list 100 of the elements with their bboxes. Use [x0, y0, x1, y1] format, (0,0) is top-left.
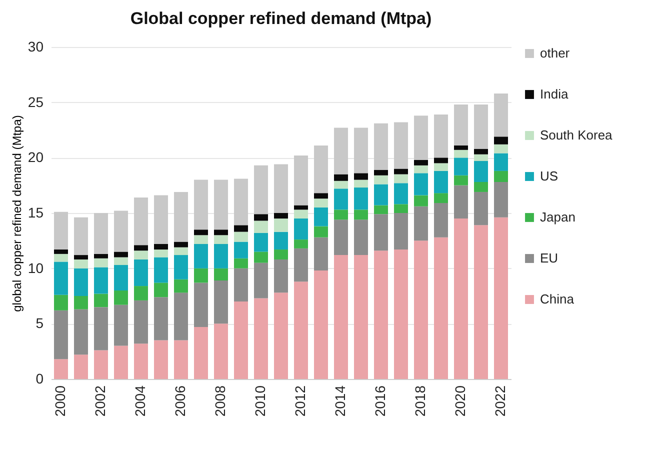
bar — [194, 235, 208, 244]
bar — [214, 280, 228, 324]
x-tick-label: 2022 — [492, 385, 508, 417]
bar — [334, 220, 348, 256]
bar — [214, 235, 228, 244]
bar — [54, 262, 68, 295]
bar — [314, 270, 328, 379]
bar — [394, 122, 408, 169]
y-tick-label: 30 — [28, 38, 44, 54]
bar — [434, 170, 448, 194]
bar — [74, 296, 88, 310]
bar — [434, 158, 448, 164]
bar — [494, 217, 508, 379]
bar — [294, 248, 308, 282]
bar — [214, 180, 228, 230]
bar — [114, 210, 128, 252]
bar — [274, 259, 288, 293]
y-tick-label: 10 — [28, 260, 44, 276]
bar — [454, 185, 468, 219]
bar — [274, 164, 288, 213]
bar — [174, 340, 188, 379]
bar — [494, 153, 508, 171]
bar — [94, 254, 108, 258]
bar — [274, 292, 288, 379]
bar — [94, 258, 108, 268]
bar — [394, 204, 408, 213]
bar — [374, 175, 388, 184]
bar — [134, 250, 148, 260]
bar — [334, 180, 348, 189]
bar — [294, 210, 308, 219]
bar — [134, 344, 148, 379]
bar — [294, 240, 308, 248]
bar — [234, 242, 248, 258]
bar — [354, 180, 368, 188]
bar — [414, 165, 428, 174]
bar — [394, 183, 408, 204]
bar — [154, 250, 168, 258]
bar — [134, 245, 148, 251]
bar — [94, 267, 108, 294]
bar — [114, 265, 128, 290]
bar — [194, 230, 208, 236]
bar — [434, 193, 448, 204]
x-tick-label: 2000 — [52, 385, 68, 417]
bar — [174, 292, 188, 340]
bar — [334, 255, 348, 379]
bar — [74, 259, 88, 268]
x-tick-label: 2008 — [212, 385, 228, 417]
y-axis-title: global copper refined demand (Mtpa) — [10, 115, 24, 312]
bar — [114, 252, 128, 258]
bar — [374, 250, 388, 379]
x-tick-label: 2006 — [172, 385, 188, 417]
bar — [474, 182, 488, 192]
y-tick-label: 0 — [36, 370, 44, 386]
legend-label: other — [540, 46, 570, 60]
bar — [114, 257, 128, 266]
bar — [134, 259, 148, 286]
bar — [154, 282, 168, 298]
bar — [154, 244, 168, 250]
bar — [474, 148, 488, 154]
bar — [74, 309, 88, 355]
bar — [134, 286, 148, 300]
legend-label: India — [540, 86, 569, 102]
bar — [54, 359, 68, 379]
bar — [434, 237, 448, 379]
bar — [94, 350, 108, 379]
bar — [474, 104, 488, 149]
bar — [74, 217, 88, 256]
bar — [134, 198, 148, 246]
bar — [414, 116, 428, 160]
bar — [314, 237, 328, 271]
bar — [154, 297, 168, 340]
legend-label: China — [540, 292, 575, 306]
bar — [494, 170, 508, 182]
bar — [354, 128, 368, 174]
bar — [394, 250, 408, 379]
y-tick-label: 15 — [28, 204, 44, 220]
bar — [494, 144, 508, 154]
bar — [174, 242, 188, 248]
bar — [254, 214, 268, 221]
bar — [494, 93, 508, 137]
bar — [54, 310, 68, 360]
y-tick-label: 20 — [28, 149, 44, 166]
bar — [314, 198, 328, 208]
bar — [214, 324, 228, 379]
bar — [134, 300, 148, 344]
x-tick-label: 2014 — [332, 385, 348, 417]
bar — [414, 195, 428, 206]
bar — [294, 282, 308, 379]
bar — [234, 225, 248, 232]
bar — [334, 188, 348, 210]
bar — [314, 145, 328, 194]
bar — [194, 180, 208, 230]
bar — [214, 244, 228, 268]
bar — [414, 160, 428, 166]
bar — [394, 213, 408, 250]
bar — [154, 340, 168, 379]
x-tick-label: 2012 — [292, 385, 308, 417]
legend-label: South Korea — [540, 128, 614, 142]
bar — [474, 160, 488, 182]
bar — [314, 193, 328, 199]
